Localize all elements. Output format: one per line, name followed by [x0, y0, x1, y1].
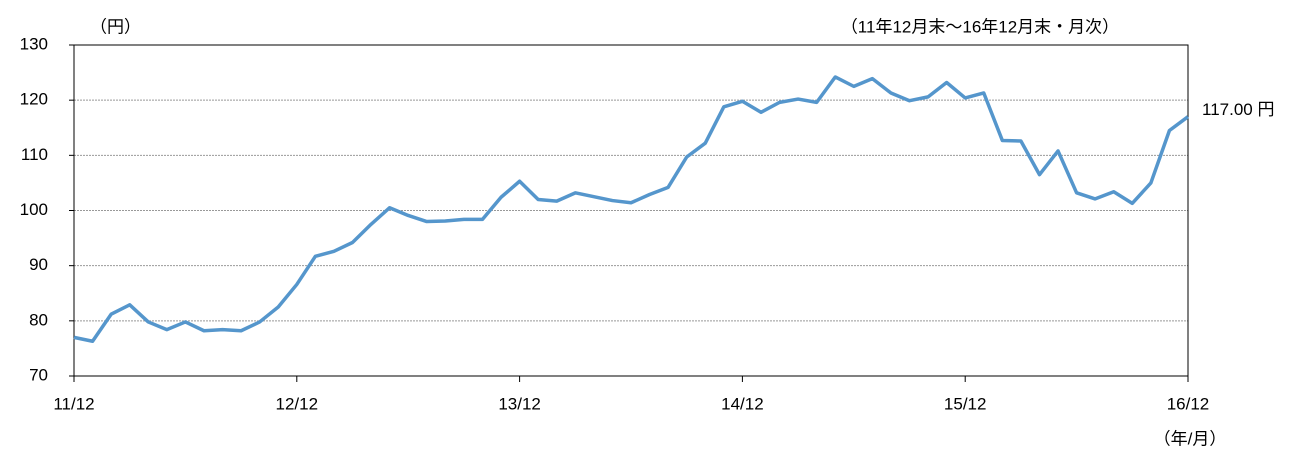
y-tick-label: 120 — [20, 90, 48, 109]
plot-frame — [73, 44, 1189, 377]
x-tick-label: 14/12 — [721, 394, 764, 413]
y-tick-label: 100 — [20, 200, 48, 219]
line-series — [73, 75, 1190, 343]
y-tick-label: 130 — [20, 34, 48, 53]
x-tick-label: 11/12 — [53, 394, 94, 413]
end-value-label: 117.00 円 — [1202, 100, 1274, 119]
y-axis-label: （円） — [90, 17, 141, 36]
y-tick-label: 110 — [21, 145, 48, 164]
y-tick-label: 90 — [29, 255, 48, 274]
x-tick-label: 15/12 — [944, 394, 987, 413]
subtitle: （11年12月末～16年12月末・月次） — [841, 17, 1119, 36]
x-tick-label: 12/12 — [276, 394, 319, 413]
x-axis-label: （年/月） — [1154, 429, 1227, 448]
x-tick-label: 13/12 — [498, 394, 541, 413]
y-tick-label: 80 — [29, 310, 48, 329]
x-tick-label: 16/12 — [1167, 394, 1210, 413]
y-tick-label: 70 — [29, 365, 48, 384]
